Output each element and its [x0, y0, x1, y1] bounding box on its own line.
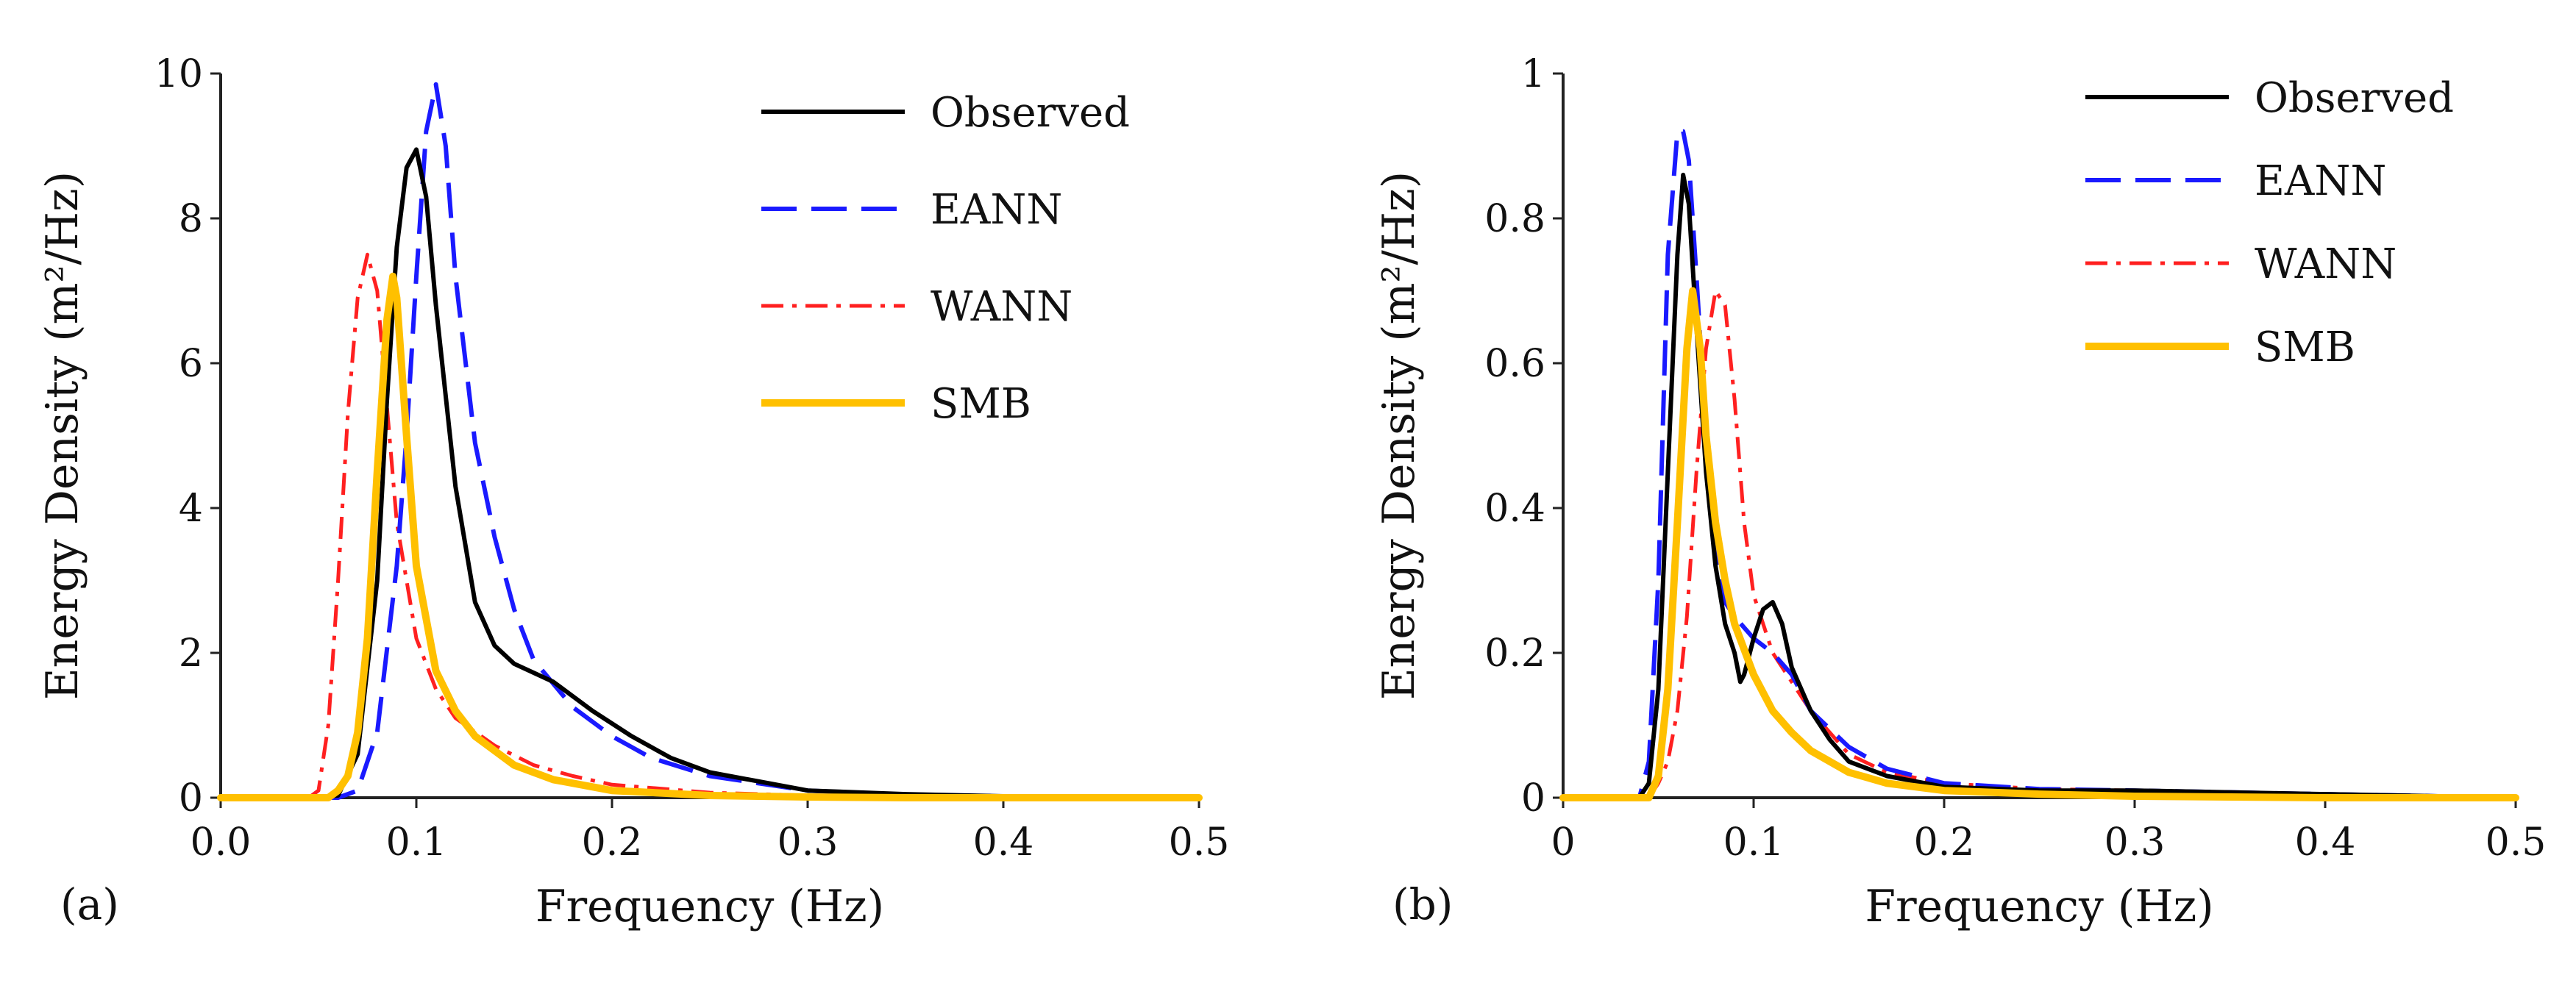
y-tick-label: 2: [179, 632, 203, 676]
panel-b: 0 0.2 0.4 0.6 0.8 1 0 0.1 0.2 0.3 0.4 0.5 Frequency …: [1373, 52, 2546, 932]
x-tick-label: 0.5: [2486, 821, 2547, 865]
x-axis-title: Frequency (Hz): [1865, 881, 2213, 932]
legend-label-wann: WANN: [931, 283, 1072, 331]
y-tick-label: 8: [179, 197, 203, 241]
series-line-wann: [1563, 289, 2516, 800]
series-line-observed: [218, 147, 1201, 800]
y-tick-label: 10: [154, 52, 203, 96]
y-tick-label: 0.6: [1484, 342, 1545, 386]
x-tick-label: 0.1: [1723, 821, 1785, 865]
x-tick-label: 0.1: [386, 821, 447, 865]
y-axis-title: Energy Density (m²/Hz): [37, 171, 88, 700]
legend-label-wann: WANN: [2255, 240, 2397, 288]
panel-label: (b): [1392, 879, 1453, 929]
legend-label-eann: EANN: [2255, 157, 2386, 205]
legend-label-eann: EANN: [931, 186, 1062, 234]
series-line-observed: [1561, 172, 2518, 800]
panel-label: (a): [60, 879, 119, 929]
legend-label-observed: Observed: [931, 89, 1130, 137]
legend-label-smb: SMB: [931, 380, 1031, 428]
panel-a: 0 2 4 6 8 10 0.0 0.1 0.2 0.3 0.4 0.5 Frequency (Hz) E…: [37, 52, 1229, 932]
y-tick-label: 1: [1521, 52, 1545, 96]
x-tick-label: 0.3: [778, 821, 839, 865]
y-tick-label: 0.8: [1484, 197, 1545, 241]
series-line-wann: [221, 252, 1200, 800]
y-tick-label: 6: [179, 342, 203, 386]
legend-label-observed: Observed: [2255, 74, 2454, 122]
x-axis-title: Frequency (Hz): [536, 881, 884, 932]
x-tick-label: 0.4: [973, 821, 1034, 865]
y-axis-title: Energy Density (m²/Hz): [1373, 171, 1425, 700]
x-tick-label: 0.0: [191, 821, 252, 865]
y-tick-label: 0.4: [1484, 487, 1545, 531]
x-tick-label: 0.3: [2104, 821, 2166, 865]
x-tick-label: 0.2: [582, 821, 643, 865]
y-tick-label: 4: [179, 487, 203, 531]
series-line-smb: [217, 272, 1203, 801]
y-tick-label: 0: [179, 776, 203, 821]
x-tick-label: 0.4: [2295, 821, 2356, 865]
x-tick-label: 0.5: [1169, 821, 1230, 865]
x-tick-label: 0.2: [1914, 821, 1975, 865]
y-tick-label: 0.2: [1484, 632, 1545, 676]
y-tick-label: 0: [1521, 776, 1545, 821]
legend-label-smb: SMB: [2255, 324, 2355, 371]
x-tick-label: 0: [1551, 821, 1575, 865]
series-line-eann: [221, 82, 1200, 800]
series-line-smb: [1559, 287, 2519, 801]
